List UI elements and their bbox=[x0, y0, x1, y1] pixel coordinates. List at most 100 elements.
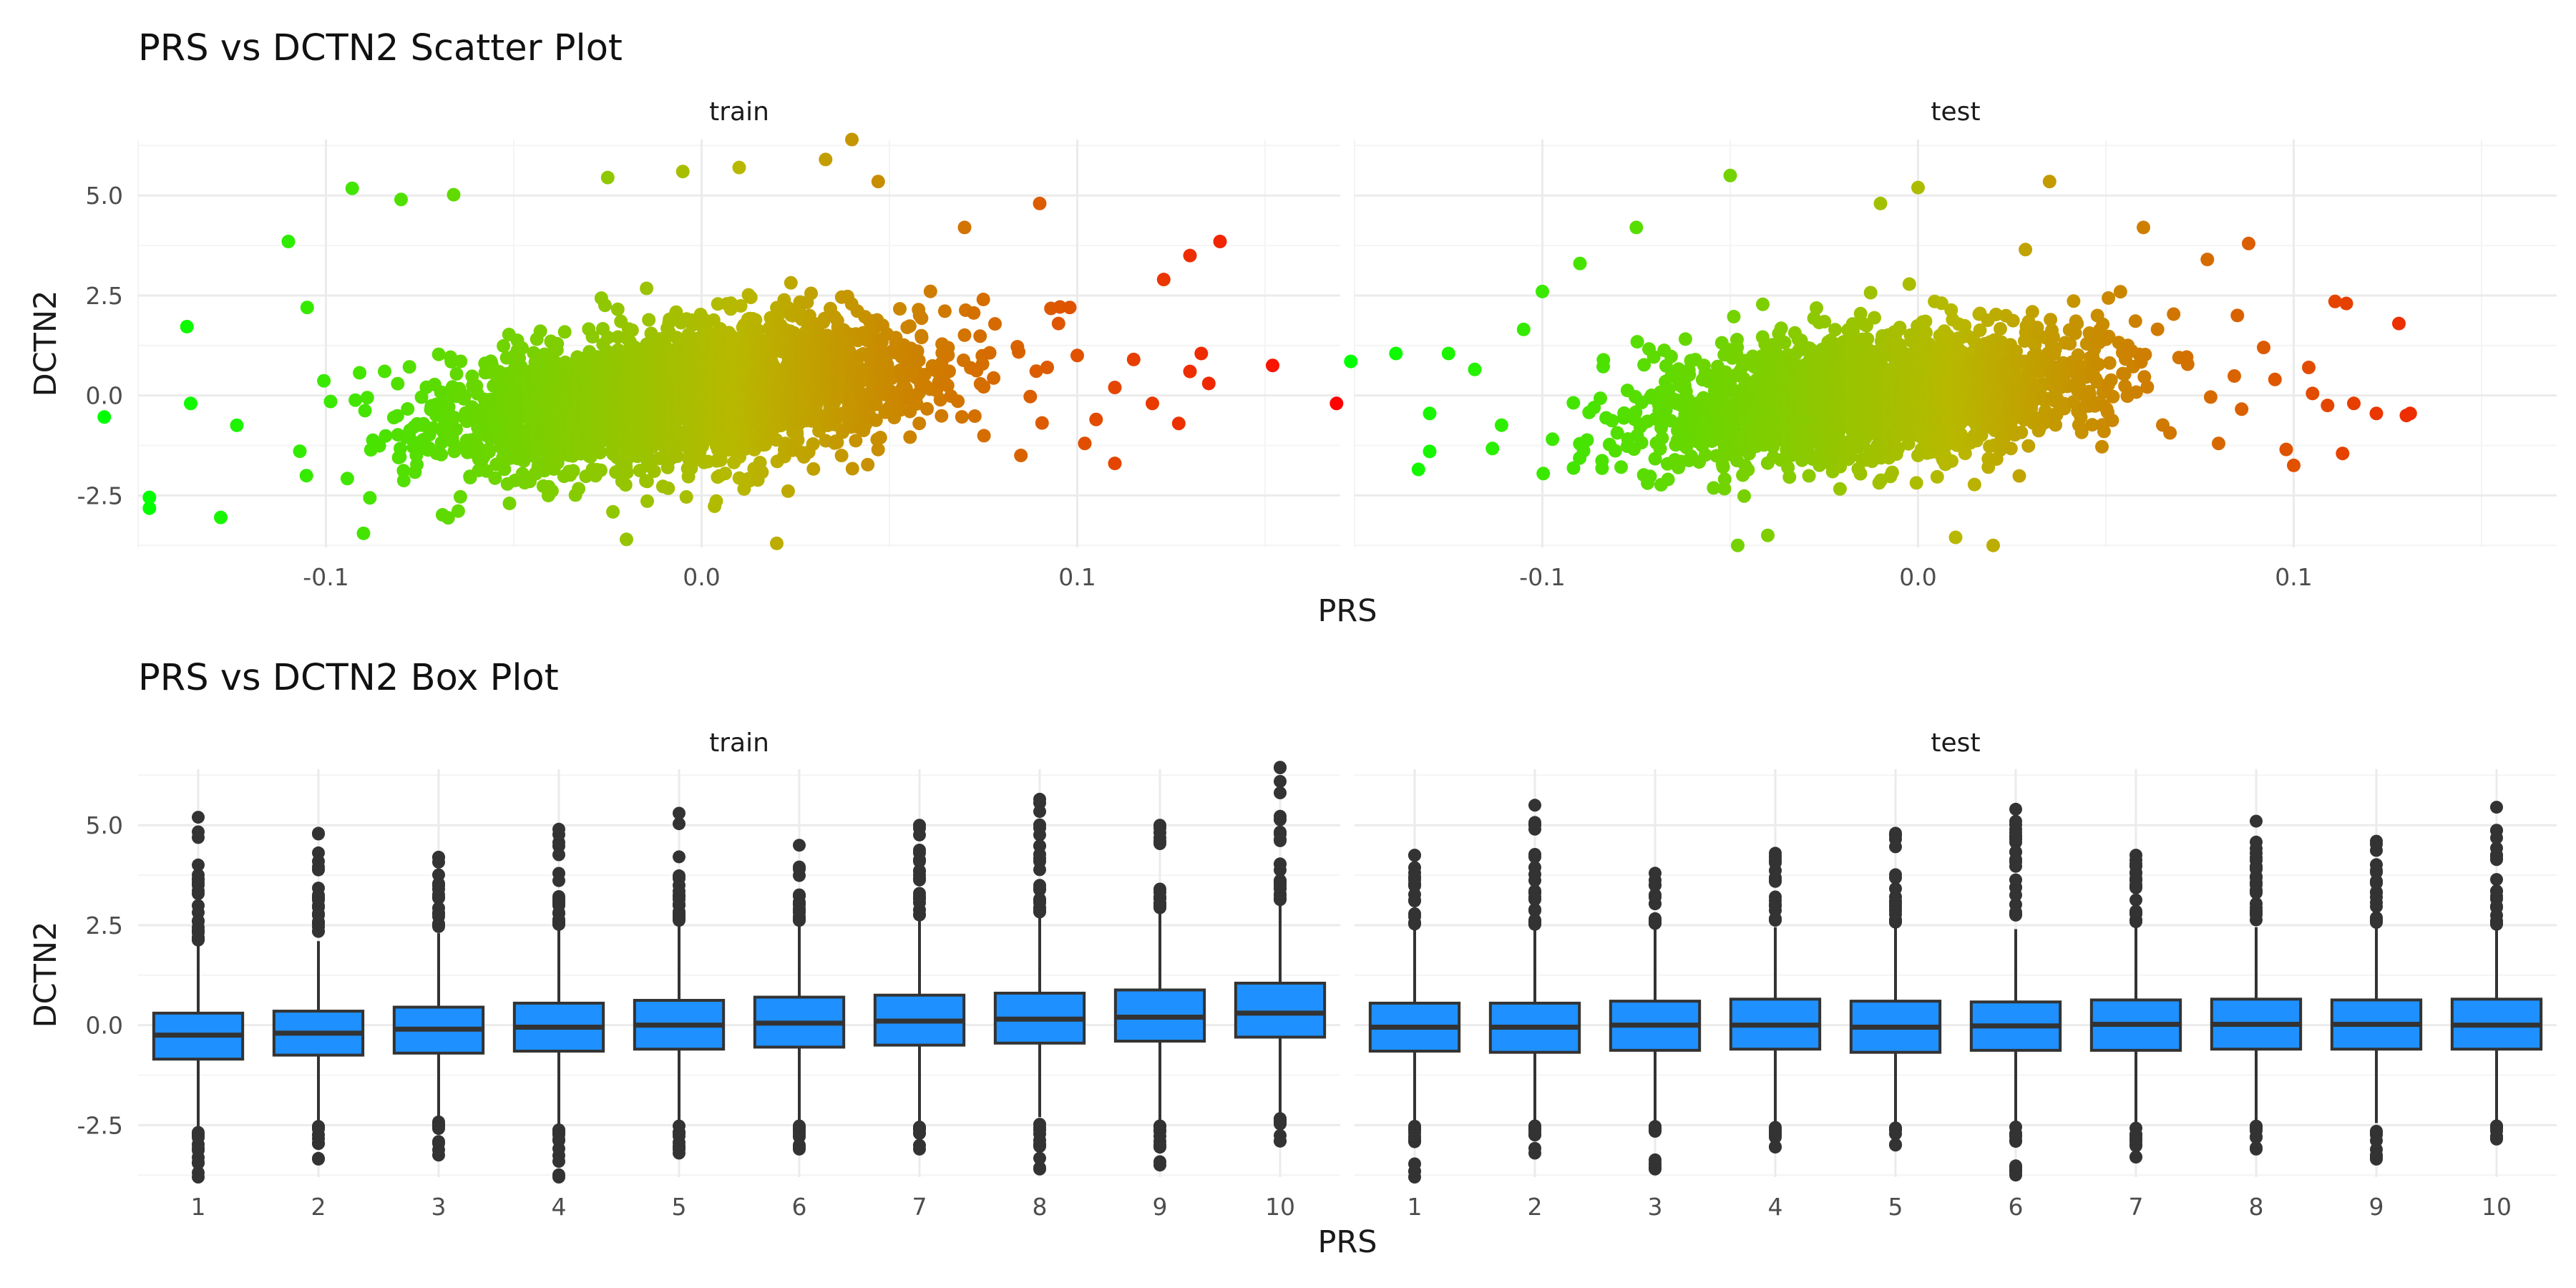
scatter-point bbox=[2105, 414, 2119, 427]
scatter-point bbox=[482, 444, 496, 459]
y-tick-label: 0.0 bbox=[86, 382, 123, 410]
scatter-point bbox=[903, 430, 917, 444]
x-tick-label: -0.1 bbox=[1519, 563, 1565, 591]
scatter-point bbox=[2046, 330, 2060, 344]
scatter-point bbox=[2097, 424, 2111, 439]
scatter-point bbox=[1756, 297, 1770, 311]
x-tick-label: 0.1 bbox=[1058, 563, 1096, 591]
scatter-point bbox=[391, 376, 405, 391]
scatter-point bbox=[1774, 321, 1788, 336]
scatter-point bbox=[620, 532, 633, 547]
scatter-point bbox=[732, 160, 746, 175]
scatter-point bbox=[281, 235, 296, 248]
x-tick-label: 1 bbox=[191, 1193, 206, 1221]
scatter-point bbox=[1802, 469, 1816, 483]
box-outlier bbox=[192, 811, 205, 824]
scatter-point bbox=[1546, 432, 1560, 447]
scatter-point bbox=[976, 293, 990, 306]
scatter-point bbox=[323, 394, 338, 409]
box-outlier bbox=[192, 931, 205, 945]
scatter-point bbox=[230, 418, 244, 432]
scatter-point bbox=[142, 501, 157, 515]
scatter-point bbox=[363, 491, 377, 505]
scatter-point bbox=[348, 393, 363, 407]
scatter-point bbox=[1441, 346, 1455, 361]
scatter-point bbox=[1035, 416, 1049, 430]
scatter-point bbox=[97, 410, 112, 424]
scatter-point bbox=[973, 329, 987, 343]
scatter-point bbox=[2012, 469, 2026, 483]
scatter-point bbox=[394, 441, 407, 456]
box-outlier bbox=[793, 897, 806, 911]
box-outlier bbox=[673, 850, 686, 864]
scatter-point bbox=[1516, 322, 1531, 336]
scatter-point bbox=[394, 192, 408, 207]
scatter-point bbox=[610, 302, 625, 316]
scatter-point bbox=[2200, 253, 2215, 267]
scatter-point bbox=[1727, 310, 1741, 323]
scatter-point bbox=[1156, 273, 1171, 287]
box-outlier bbox=[793, 1120, 806, 1133]
scatter-point bbox=[1605, 414, 1619, 428]
scatter-point bbox=[2203, 390, 2218, 404]
scatter-point bbox=[914, 311, 929, 326]
scatter-point bbox=[819, 152, 833, 167]
scatter-point bbox=[184, 396, 197, 411]
scatter-point bbox=[317, 374, 331, 388]
scatter-point bbox=[914, 331, 929, 345]
box-outlier bbox=[312, 863, 325, 877]
scatter-point bbox=[1948, 530, 1963, 545]
scatter-point bbox=[1266, 358, 1279, 373]
scatter-point bbox=[920, 401, 935, 416]
scatter-point bbox=[396, 474, 411, 487]
x-tick-label: 6 bbox=[792, 1193, 807, 1221]
scatter-point bbox=[293, 444, 307, 459]
box-plot-title: PRS vs DCTN2 Box Plot bbox=[138, 657, 559, 699]
scatter-point bbox=[1108, 457, 1122, 471]
scatter-point bbox=[2096, 317, 2110, 331]
box-group-4 bbox=[512, 822, 605, 1184]
scatter-point bbox=[2369, 406, 2384, 421]
scatter-point bbox=[988, 317, 1002, 331]
scatter-point bbox=[1171, 416, 1186, 431]
box-outlier bbox=[312, 1136, 325, 1150]
scatter-point bbox=[784, 275, 798, 290]
scatter-point bbox=[2113, 285, 2127, 299]
scatter-point bbox=[1761, 528, 1775, 542]
scatter-point bbox=[845, 132, 859, 147]
box-outlier bbox=[312, 891, 325, 904]
scatter-point bbox=[2403, 406, 2417, 421]
scatter-point bbox=[1330, 396, 1344, 411]
scatter-point bbox=[2302, 361, 2316, 374]
scatter-point bbox=[670, 449, 684, 464]
scatter-point bbox=[2336, 447, 2350, 461]
scatter-point bbox=[1777, 336, 1792, 350]
scatter-point bbox=[606, 504, 620, 519]
box-outlier bbox=[673, 806, 686, 820]
scatter-point bbox=[378, 364, 391, 379]
scatter-point bbox=[2106, 389, 2120, 404]
scatter-point bbox=[2257, 341, 2270, 355]
scatter-point bbox=[360, 391, 374, 405]
scatter-point bbox=[434, 436, 449, 450]
x-tick-label: 4 bbox=[552, 1193, 567, 1221]
scatter-point bbox=[1782, 470, 1797, 484]
scatter-point bbox=[1614, 460, 1628, 474]
scatter-point bbox=[640, 281, 654, 296]
scatter-point bbox=[935, 409, 949, 423]
box-outlier bbox=[432, 850, 445, 864]
scatter-point bbox=[1040, 361, 1054, 374]
scatter-point bbox=[2167, 307, 2181, 321]
box-outlier bbox=[312, 920, 325, 934]
scatter-point bbox=[2339, 296, 2353, 311]
scatter-point bbox=[1051, 316, 1065, 331]
scatter-point bbox=[1183, 248, 1197, 263]
scatter-point bbox=[1902, 277, 1916, 291]
scatter-point bbox=[2321, 399, 2335, 413]
x-tick-label: 0.0 bbox=[1899, 563, 1936, 591]
scatter-point bbox=[356, 526, 371, 540]
scatter-point bbox=[449, 422, 463, 436]
scatter-point bbox=[2150, 322, 2165, 336]
scatter-point bbox=[912, 416, 927, 431]
scatter-point bbox=[1716, 460, 1730, 474]
